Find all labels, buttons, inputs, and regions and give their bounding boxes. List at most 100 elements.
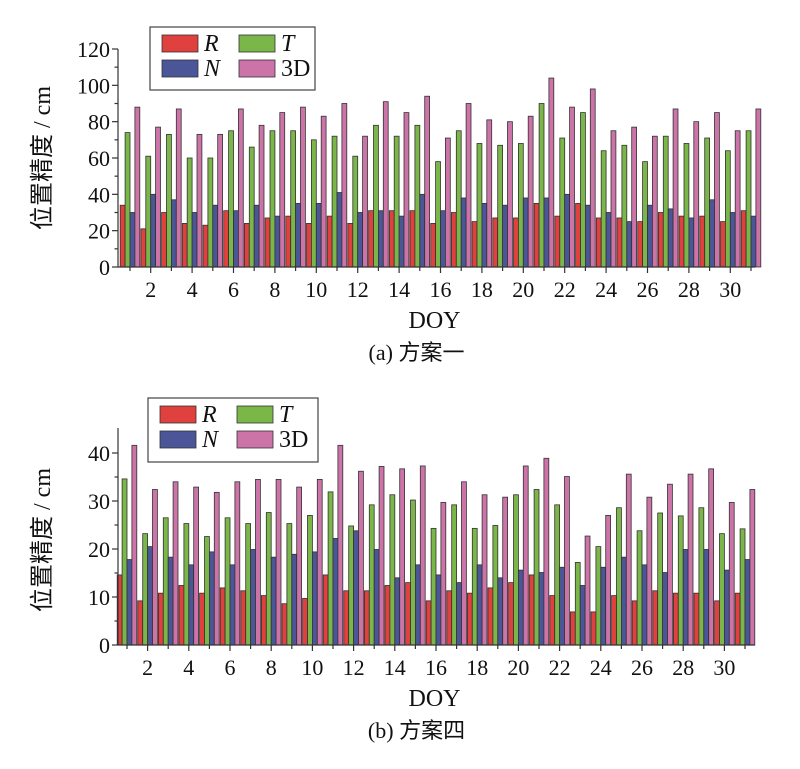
- bar-r-doy-27: [658, 212, 664, 268]
- bar-3d-doy-31: [749, 489, 756, 646]
- bar-r-doy-5: [202, 224, 209, 268]
- bar-3d-doy-15: [419, 465, 426, 646]
- bar-3d-doy-7: [255, 478, 261, 646]
- bar-3d-doy-13: [382, 101, 389, 268]
- bar-r-doy-3: [157, 592, 164, 646]
- x-tick-label: 4: [187, 277, 198, 302]
- bar-t-doy-23: [574, 562, 581, 646]
- bar-t-doy-31: [739, 528, 746, 646]
- bar-t-doy-31: [745, 130, 752, 268]
- bar-r-doy-7: [240, 590, 247, 646]
- bar-r-doy-17: [450, 212, 457, 268]
- bar-t-doy-9: [290, 130, 297, 268]
- x-tick-label: 6: [225, 655, 236, 680]
- y-tick-label: 40: [88, 441, 110, 466]
- bar-3d-doy-19: [507, 121, 513, 268]
- figure-caption: (b) 方案四: [368, 718, 465, 743]
- x-tick-label: 26: [637, 277, 659, 302]
- bar-3d-doy-5: [213, 491, 220, 646]
- bar-n-doy-21: [538, 572, 545, 646]
- bar-t-doy-17: [455, 130, 462, 268]
- bar-r-doy-20: [508, 582, 514, 646]
- x-tick-label: 18: [466, 655, 488, 680]
- bar-r-doy-3: [161, 212, 167, 268]
- x-tick-label: 10: [305, 277, 327, 302]
- bar-n-doy-25: [626, 221, 633, 268]
- bar-r-doy-15: [409, 210, 416, 268]
- y-tick-label: 60: [88, 146, 110, 171]
- bar-3d-doy-6: [237, 108, 244, 268]
- bar-t-doy-16: [435, 161, 441, 268]
- bar-t-doy-11: [331, 135, 338, 268]
- bar-3d-doy-21: [548, 77, 555, 268]
- y-tick-label: 30: [88, 489, 110, 514]
- bar-3d-doy-15: [424, 95, 431, 268]
- bar-r-doy-2: [140, 228, 147, 268]
- bar-t-doy-2: [142, 533, 148, 646]
- bar-n-doy-23: [585, 204, 591, 268]
- bar-n-doy-20: [522, 197, 529, 268]
- bar-r-doy-22: [549, 595, 556, 646]
- bar-n-doy-9: [295, 203, 301, 268]
- bar-n-doy-21: [543, 197, 550, 268]
- y-axis-label: 位置精度 / cm: [29, 86, 56, 230]
- bar-t-doy-20: [518, 143, 524, 268]
- bar-t-doy-4: [183, 523, 190, 646]
- bar-r-doy-16: [430, 222, 437, 268]
- x-tick-label: 16: [430, 277, 452, 302]
- x-tick-label: 8: [269, 277, 280, 302]
- bar-r-doy-10: [306, 222, 312, 268]
- bar-t-doy-23: [580, 112, 586, 268]
- bar-r-doy-1: [119, 204, 126, 268]
- bar-3d-doy-23: [584, 535, 591, 646]
- bar-r-doy-22: [554, 215, 561, 268]
- x-tick-label: 28: [672, 655, 694, 680]
- x-tick-label: 2: [145, 277, 156, 302]
- x-tick-label: 2: [142, 655, 153, 680]
- bar-n-doy-13: [377, 210, 384, 268]
- bar-n-doy-12: [353, 530, 359, 646]
- bar-n-doy-14: [394, 577, 401, 646]
- bar-3d-doy-2: [152, 489, 158, 646]
- bar-n-doy-17: [460, 197, 467, 268]
- legend-label-r: R: [203, 31, 219, 57]
- bar-n-doy-8: [270, 556, 277, 646]
- x-tick-label: 30: [713, 655, 735, 680]
- bar-3d-doy-14: [399, 468, 406, 646]
- bar-r-doy-11: [322, 574, 329, 646]
- bar-n-doy-28: [682, 549, 689, 646]
- bar-n-doy-4: [191, 212, 198, 268]
- bar-3d-doy-29: [714, 112, 720, 268]
- bar-r-doy-29: [693, 592, 700, 646]
- bar-n-doy-16: [435, 574, 442, 646]
- bar-n-doy-5: [212, 204, 219, 268]
- bar-t-doy-25: [616, 507, 622, 646]
- bar-n-doy-5: [208, 551, 215, 646]
- bar-3d-doy-30: [728, 502, 735, 646]
- bar-r-doy-20: [513, 217, 519, 268]
- bar-3d-doy-25: [631, 126, 638, 268]
- bar-3d-doy-28: [693, 121, 700, 268]
- bar-t-doy-18: [471, 527, 478, 646]
- bar-t-doy-8: [269, 130, 276, 268]
- bar-n-doy-26: [647, 204, 653, 268]
- bar-3d-doy-28: [687, 473, 694, 646]
- bar-t-doy-5: [204, 536, 210, 646]
- y-tick-label: 40: [88, 182, 110, 207]
- bar-t-doy-27: [657, 512, 664, 646]
- bar-n-doy-30: [724, 569, 730, 646]
- bar-n-doy-22: [559, 566, 565, 646]
- bar-n-doy-1: [129, 212, 136, 268]
- bar-n-doy-27: [667, 208, 674, 268]
- bar-r-doy-6: [223, 210, 229, 268]
- bar-n-doy-3: [170, 199, 177, 268]
- legend-swatch-t: [238, 34, 276, 53]
- bar-t-doy-27: [662, 135, 669, 268]
- bar-t-doy-19: [497, 144, 504, 268]
- bar-r-doy-7: [243, 222, 250, 268]
- bar-n-doy-20: [518, 569, 524, 646]
- bar-3d-doy-4: [196, 133, 203, 268]
- y-tick-label: 20: [88, 219, 110, 244]
- bar-r-doy-28: [678, 215, 685, 268]
